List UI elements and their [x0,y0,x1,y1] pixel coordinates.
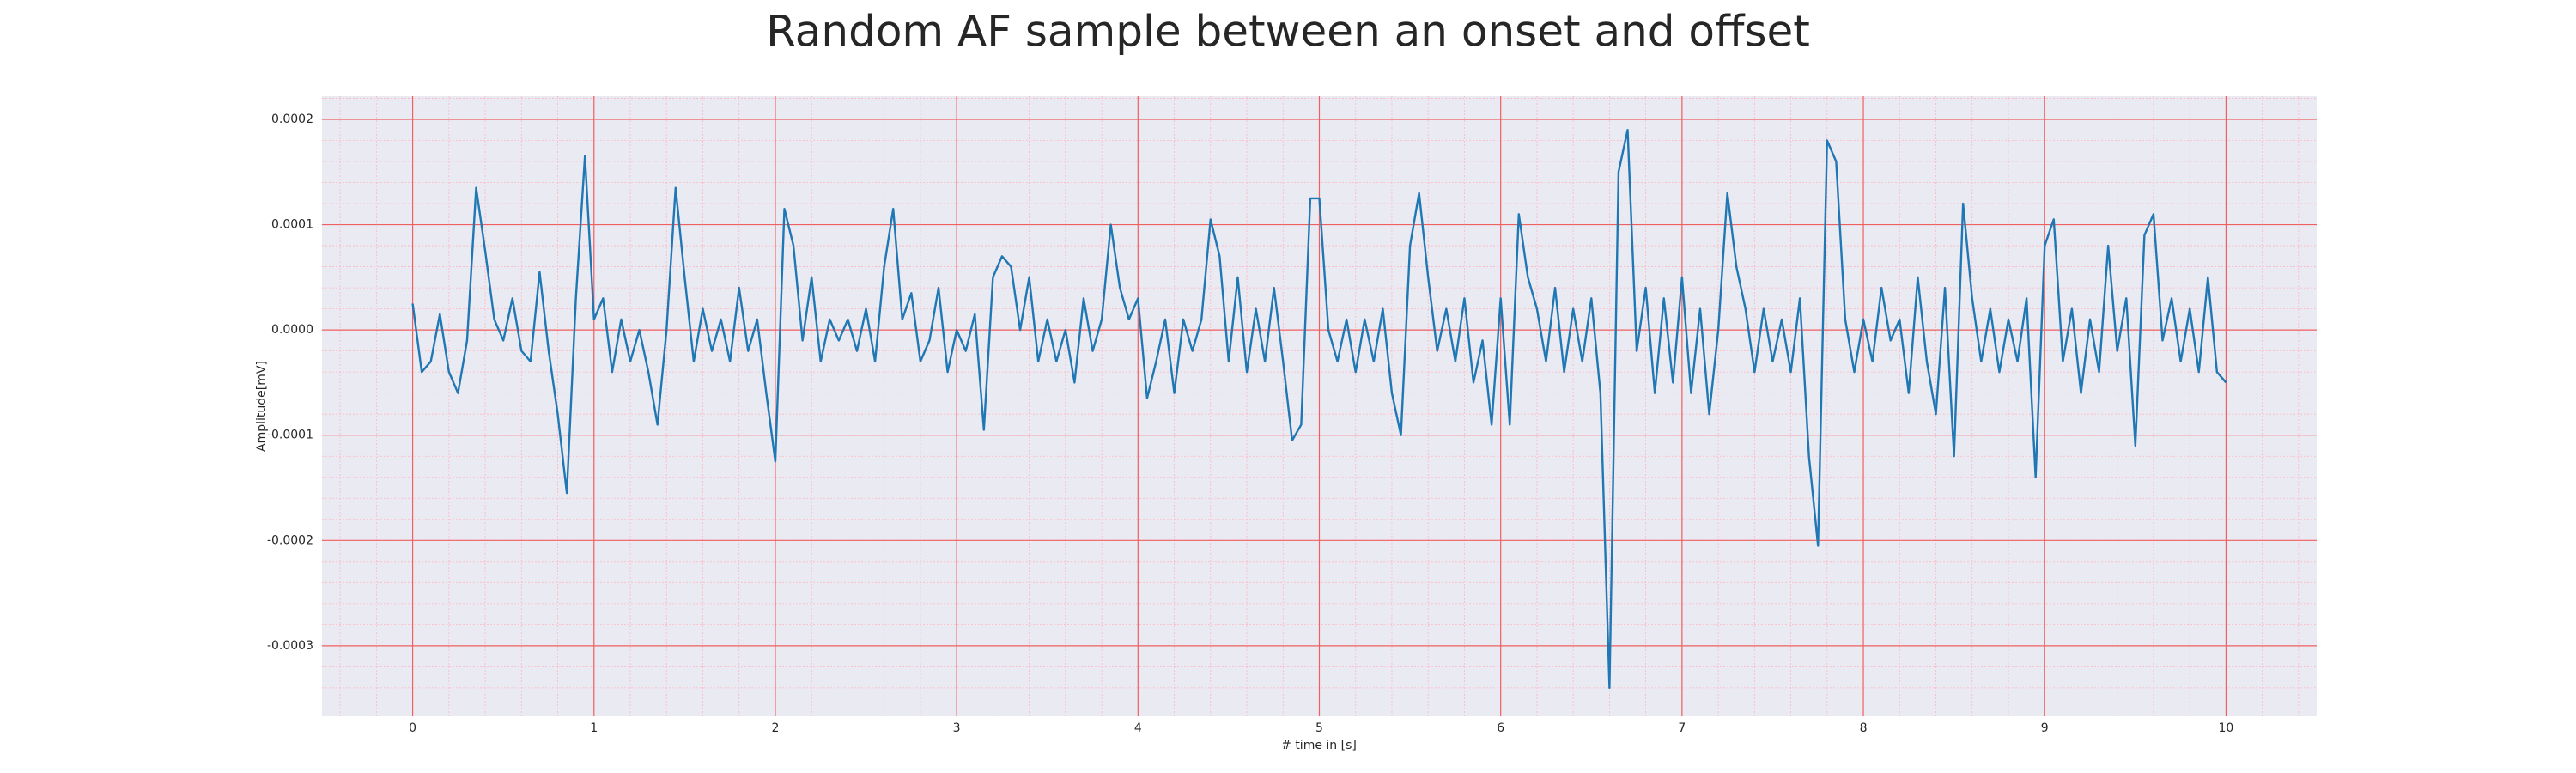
y-axis-label: Amplitude[mV] [255,361,269,452]
x-tick-label: 9 [2041,721,2049,735]
x-tick-label: 1 [590,721,598,735]
y-tick-label: 0.0000 [271,323,313,337]
x-tick-label: 6 [1497,721,1504,735]
x-tick-label: 8 [1860,721,1868,735]
chart-title: Random AF sample between an onset and of… [766,7,1810,57]
x-tick-label: 2 [771,721,779,735]
y-tick-label: -0.0001 [267,429,313,442]
x-tick-label: 5 [1315,721,1323,735]
y-tick-label: -0.0002 [267,533,313,547]
x-tick-label: 10 [2218,721,2233,735]
x-axis-label: # time in [s] [1281,739,1357,752]
y-tick-label: 0.0002 [271,113,313,126]
x-tick-label: 0 [409,721,416,735]
x-tick-label: 3 [953,721,961,735]
x-tick-label: 7 [1678,721,1686,735]
y-tick-label: 0.0001 [271,218,313,232]
y-tick-label: -0.0003 [267,639,313,653]
x-tick-label: 4 [1134,721,1142,735]
data-line [411,129,2227,690]
